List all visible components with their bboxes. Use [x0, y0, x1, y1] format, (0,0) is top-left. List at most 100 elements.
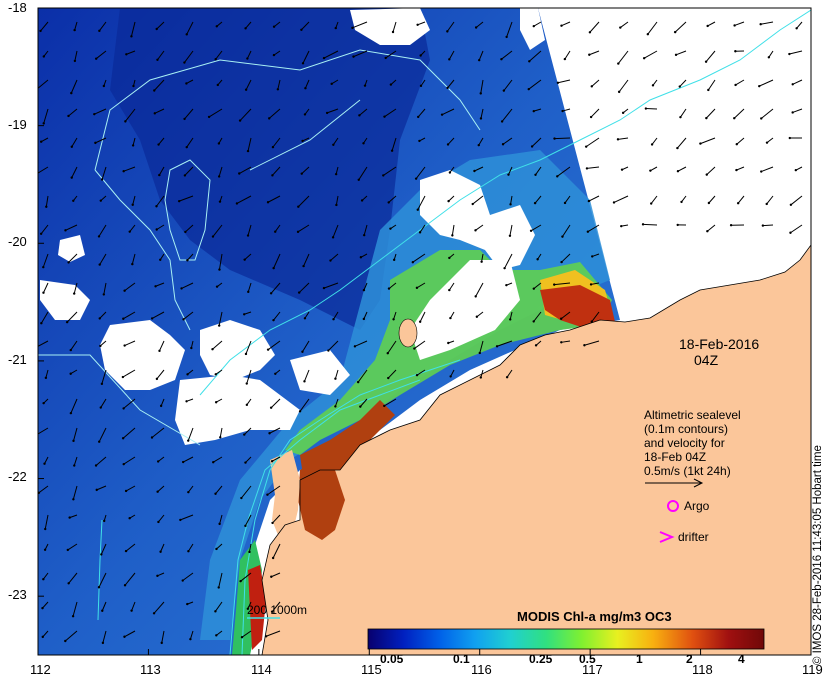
velocity-vector-head: [122, 170, 124, 172]
lat-tick-23: -23: [8, 587, 27, 602]
velocity-vector-head: [125, 53, 127, 55]
velocity-vector-head: [244, 27, 246, 29]
velocity-vector-head: [617, 62, 619, 64]
velocity-vector-head: [304, 113, 306, 115]
velocity-vector-head: [419, 54, 421, 56]
lat-tick-21: -21: [8, 352, 27, 367]
colorbar-tick-1: 0.1: [453, 652, 470, 666]
colorbar: [368, 629, 764, 649]
velocity-vector: [763, 225, 773, 226]
velocity-vector-head: [271, 174, 273, 176]
velocity-vector-head: [334, 405, 336, 407]
velocity-vector-head: [68, 516, 70, 518]
velocity-vector-head: [734, 84, 736, 86]
velocity-vector-head: [67, 261, 69, 263]
velocity-vector-head: [161, 642, 163, 644]
velocity-vector-head: [472, 203, 474, 205]
colorbar-tick-6: 4: [738, 652, 745, 666]
velocity-vector-head: [480, 92, 482, 94]
velocity-vector-head: [246, 57, 248, 59]
velocity-vector-head: [706, 173, 708, 175]
velocity-vector-head: [392, 318, 394, 320]
velocity-vector-head: [94, 142, 96, 144]
velocity-vector-head: [699, 142, 701, 144]
velocity-vector-head: [122, 376, 124, 378]
velocity-vector-head: [156, 28, 158, 30]
velocity-vector-head: [766, 141, 768, 143]
velocity-vector-head: [187, 550, 189, 552]
velocity-vector-head: [335, 173, 337, 175]
barrow-island[interactable]: [399, 319, 417, 347]
velocity-vector-head: [125, 490, 127, 492]
velocity-vector-head: [501, 120, 503, 122]
velocity-vector-head: [95, 464, 97, 466]
velocity-vector-head: [186, 603, 188, 605]
velocity-vector-head: [416, 374, 418, 376]
velocity-vector-head: [560, 261, 562, 263]
velocity-vector-head: [363, 318, 365, 320]
velocity-vector-head: [706, 25, 708, 27]
velocity-vector-head: [357, 381, 359, 383]
argo-label: Argo: [684, 499, 709, 513]
velocity-vector-head: [272, 557, 274, 559]
velocity-vector-head: [190, 347, 192, 349]
velocity-vector-head: [42, 266, 44, 268]
velocity-vector-head: [560, 25, 562, 27]
velocity-vector-head: [758, 85, 760, 87]
velocity-vector-head: [503, 267, 505, 269]
velocity-vector-head: [327, 349, 329, 351]
velocity-vector-head: [155, 205, 157, 207]
velocity-vector-head: [270, 576, 272, 578]
velocity-vector-head: [676, 147, 678, 149]
velocity-vector-head: [766, 203, 768, 205]
velocity-vector-head: [179, 519, 181, 521]
velocity-vector-head: [618, 91, 620, 93]
velocity-vector-head: [45, 206, 47, 208]
velocity-vector-head: [388, 201, 390, 203]
velocity-vector-head: [100, 553, 102, 555]
velocity-vector-head: [215, 634, 217, 636]
velocity-vector-head: [789, 232, 791, 234]
velocity-vector-head: [790, 204, 792, 206]
velocity-vector-head: [151, 317, 153, 319]
velocity-vector-head: [101, 610, 103, 612]
velocity-vector-head: [335, 27, 337, 29]
velocity-vector-head: [649, 169, 651, 171]
velocity-vector-head: [530, 230, 532, 232]
velocity-vector-head: [323, 57, 325, 59]
velocity-vector-head: [40, 141, 42, 143]
velocity-vector-head: [586, 167, 588, 169]
velocity-vector-head: [72, 200, 74, 202]
velocity-vector-head: [215, 373, 217, 375]
velocity-vector-head: [528, 88, 530, 90]
velocity-vector-head: [130, 609, 132, 611]
velocity-vector-head: [359, 405, 361, 407]
depth-legend-label: 200 1000m: [247, 603, 307, 617]
velocity-vector-head: [185, 82, 187, 84]
velocity-vector-head: [441, 113, 443, 115]
velocity-vector-head: [675, 54, 677, 56]
velocity-vector-head: [674, 31, 676, 33]
velocity-vector-head: [131, 263, 133, 265]
velocity-vector-head: [788, 53, 790, 55]
velocity-vector-head: [132, 85, 134, 87]
velocity-vector-head: [412, 261, 414, 263]
velocity-vector-head: [560, 341, 562, 343]
velocity-vector-head: [326, 112, 328, 114]
velocity-vector-head: [768, 56, 770, 58]
velocity-vector-head: [532, 320, 534, 322]
velocity-vector-head: [509, 318, 511, 320]
velocity-vector-head: [73, 29, 75, 31]
velocity-vector-head: [186, 33, 188, 35]
velocity-vector-head: [390, 83, 392, 85]
velocity-vector-head: [383, 405, 385, 407]
velocity-vector-head: [218, 586, 220, 588]
velocity-vector-head: [332, 236, 334, 238]
velocity-vector-head: [95, 57, 97, 59]
velocity-vector-head: [128, 517, 130, 519]
velocity-vector-head: [247, 291, 249, 293]
velocity-vector-head: [503, 89, 505, 91]
velocity-vector-head: [505, 284, 507, 286]
velocity-vector-head: [387, 377, 389, 379]
velocity-vector-head: [528, 60, 530, 62]
